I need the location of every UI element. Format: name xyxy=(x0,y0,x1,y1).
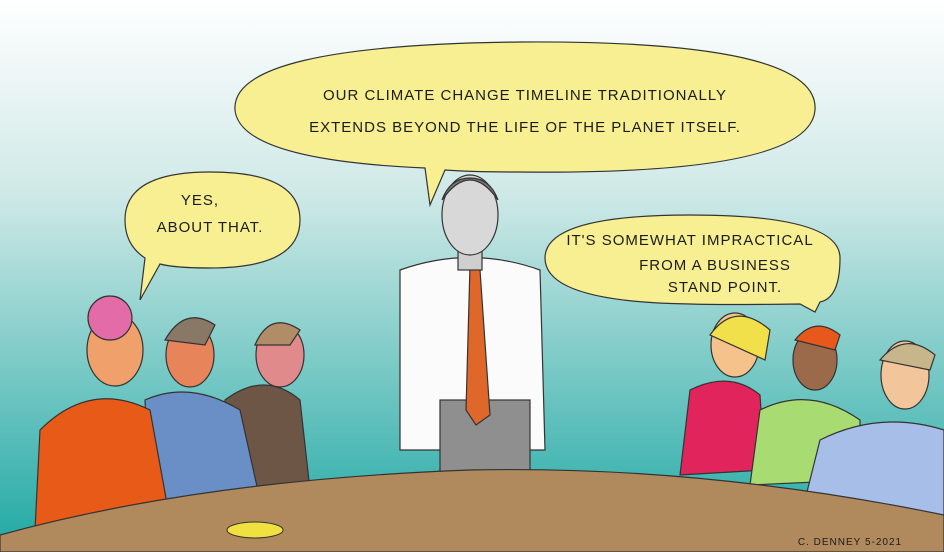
bubble-line: IT'S SOMEWHAT IMPRACTICAL xyxy=(566,232,813,249)
page: OUR CLIMATE CHANGE TIMELINE TRADITIONALL… xyxy=(0,0,944,552)
saucer xyxy=(227,522,283,538)
bubble-line: EXTENDS BEYOND THE LIFE OF THE PLANET IT… xyxy=(309,119,741,136)
cartoon: OUR CLIMATE CHANGE TIMELINE TRADITIONALL… xyxy=(0,0,944,552)
bubble-line: FROM A BUSINESS xyxy=(639,257,791,274)
bubble-line: OUR CLIMATE CHANGE TIMELINE TRADITIONALL… xyxy=(323,87,727,104)
signature: C. DENNEY 5-2021 xyxy=(798,537,902,548)
bubble-line: STAND POINT. xyxy=(668,279,782,296)
bubble-line: YES, xyxy=(181,192,219,209)
bubble-line: ABOUT THAT. xyxy=(157,219,264,236)
